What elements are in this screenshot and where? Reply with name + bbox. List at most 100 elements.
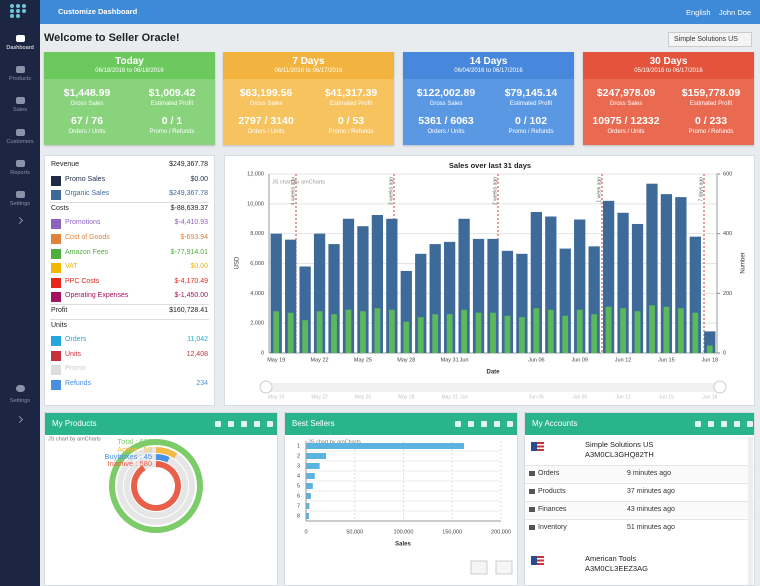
nav-item[interactable]: Customers bbox=[6, 139, 34, 145]
card-value: $122,002.89 bbox=[416, 87, 476, 99]
panel-control[interactable] bbox=[481, 421, 487, 427]
card-value: 0 / 53 bbox=[337, 115, 365, 127]
card-dates: 06/11/2016 to 06/17/2016 bbox=[274, 68, 343, 74]
account-name[interactable]: Simple Solutions US bbox=[585, 440, 654, 449]
card-dates: 05/19/2016 to 06/17/2016 bbox=[634, 68, 703, 74]
scroll-label: Jun 12 bbox=[616, 394, 631, 400]
customize-button[interactable]: Customize Dashboard bbox=[58, 7, 138, 16]
nav-item[interactable]: Products bbox=[8, 76, 32, 82]
row-icon bbox=[529, 471, 535, 476]
user-menu[interactable]: John Doe bbox=[719, 8, 752, 17]
flag bbox=[531, 556, 544, 565]
scroll-label: Jun 18 bbox=[702, 394, 717, 400]
card-header bbox=[44, 52, 215, 79]
card-value: $159,778.09 bbox=[681, 87, 741, 99]
bar bbox=[306, 443, 464, 449]
view-toggle[interactable] bbox=[470, 560, 488, 575]
units-bar bbox=[605, 306, 612, 353]
card-label: Orders / Units bbox=[247, 129, 285, 135]
row-value: $249,367.78 bbox=[169, 190, 208, 198]
scrollbar bbox=[263, 383, 723, 392]
panel-control[interactable] bbox=[507, 421, 513, 427]
row-icon bbox=[529, 507, 535, 512]
nav-item[interactable]: Settings bbox=[9, 201, 31, 207]
row-bg bbox=[525, 501, 754, 518]
units-bar bbox=[446, 314, 453, 353]
panel-control[interactable] bbox=[267, 421, 273, 427]
row-label: VAT bbox=[65, 263, 78, 271]
panel-control[interactable] bbox=[721, 421, 727, 427]
x-tick-label: 100,000 bbox=[394, 529, 414, 535]
scroll-handle[interactable] bbox=[259, 380, 273, 394]
x-tick-label: 0 bbox=[304, 529, 307, 535]
x-axis-label: Sales bbox=[395, 542, 411, 548]
card-label: Estimated Profit bbox=[509, 101, 553, 107]
row-value: 12,408 bbox=[186, 350, 208, 358]
y2-tick-label: 600 bbox=[723, 171, 732, 177]
panel-control[interactable] bbox=[695, 421, 701, 427]
expand-arrow[interactable] bbox=[15, 216, 24, 225]
nav-item[interactable]: Dashboard bbox=[6, 45, 34, 51]
stat-card: Today 06/18/2016 to 06/18/2016 $1,448.99 Gr… bbox=[44, 52, 215, 145]
account-select[interactable]: Simple Solutions US bbox=[668, 32, 752, 47]
bar bbox=[306, 453, 326, 459]
nav-item[interactable]: Reports bbox=[10, 170, 30, 176]
bar bbox=[487, 238, 499, 353]
panel-control[interactable] bbox=[241, 421, 247, 427]
logo-dot bbox=[16, 4, 20, 8]
units-bar bbox=[475, 312, 482, 353]
x-tick-label: May 19 bbox=[267, 357, 285, 363]
units-bar bbox=[432, 314, 439, 353]
panel-header: My Accounts bbox=[525, 413, 754, 435]
sync-time: 37 minutes ago bbox=[627, 488, 675, 495]
card-label: Estimated Profit bbox=[329, 101, 373, 107]
panel-control[interactable] bbox=[494, 421, 500, 427]
panel-control[interactable] bbox=[215, 421, 221, 427]
row-value: $249,367.78 bbox=[169, 161, 208, 168]
bar bbox=[660, 194, 673, 353]
bar bbox=[574, 219, 586, 353]
scroll-label: May 31 bbox=[441, 394, 458, 400]
y2-tick-label: 0 bbox=[723, 350, 726, 356]
y2-axis-label: Number bbox=[741, 252, 747, 273]
panel-control[interactable] bbox=[747, 421, 753, 427]
swatch bbox=[51, 292, 61, 303]
account-name[interactable]: American Tools bbox=[585, 554, 637, 563]
panel-control[interactable] bbox=[708, 421, 714, 427]
separator bbox=[50, 201, 209, 203]
bar bbox=[516, 253, 528, 353]
scroll-handle[interactable] bbox=[713, 380, 727, 394]
swatch bbox=[51, 219, 61, 230]
units-bar bbox=[547, 309, 554, 353]
expand-arrow[interactable] bbox=[15, 415, 24, 424]
nav-item[interactable]: Settings bbox=[9, 398, 31, 404]
guide-label: 3 weeks ago bbox=[388, 177, 394, 205]
page-title: Welcome to Seller Oracle! bbox=[44, 32, 180, 44]
guide-label: 4 weeks ago bbox=[290, 177, 296, 205]
sync-label: Finances bbox=[538, 506, 567, 513]
bestsellers-chart: JS chart by amCharts 0 50,000 100,000 150,00… bbox=[297, 439, 513, 575]
bar bbox=[617, 212, 629, 353]
panel-control[interactable] bbox=[228, 421, 234, 427]
panel-control[interactable] bbox=[734, 421, 740, 427]
panel-control[interactable] bbox=[455, 421, 461, 427]
units-bar bbox=[374, 308, 381, 353]
panel-control[interactable] bbox=[468, 421, 474, 427]
nav-icon bbox=[16, 385, 25, 392]
bar bbox=[689, 236, 701, 353]
units-bar bbox=[533, 308, 540, 353]
bar bbox=[472, 238, 485, 353]
y-tick-label: 6,000 bbox=[250, 261, 264, 267]
units-bar bbox=[562, 315, 569, 353]
account-id: A3M0CL3GHQ82TH bbox=[585, 450, 654, 459]
view-toggle[interactable] bbox=[495, 560, 513, 575]
row-label: Units bbox=[65, 350, 81, 358]
row-value: $-1,450.00 bbox=[174, 292, 208, 300]
panel-control[interactable] bbox=[254, 421, 260, 427]
summary-panel: Revenue $249,367.78 Promo Sales $0.00 Organi… bbox=[44, 155, 215, 406]
nav-item[interactable]: Sales bbox=[13, 107, 27, 113]
bar bbox=[328, 244, 340, 353]
credit: JS chart by amCharts bbox=[308, 439, 361, 445]
units-bar bbox=[663, 306, 670, 353]
language[interactable]: English bbox=[686, 8, 711, 17]
